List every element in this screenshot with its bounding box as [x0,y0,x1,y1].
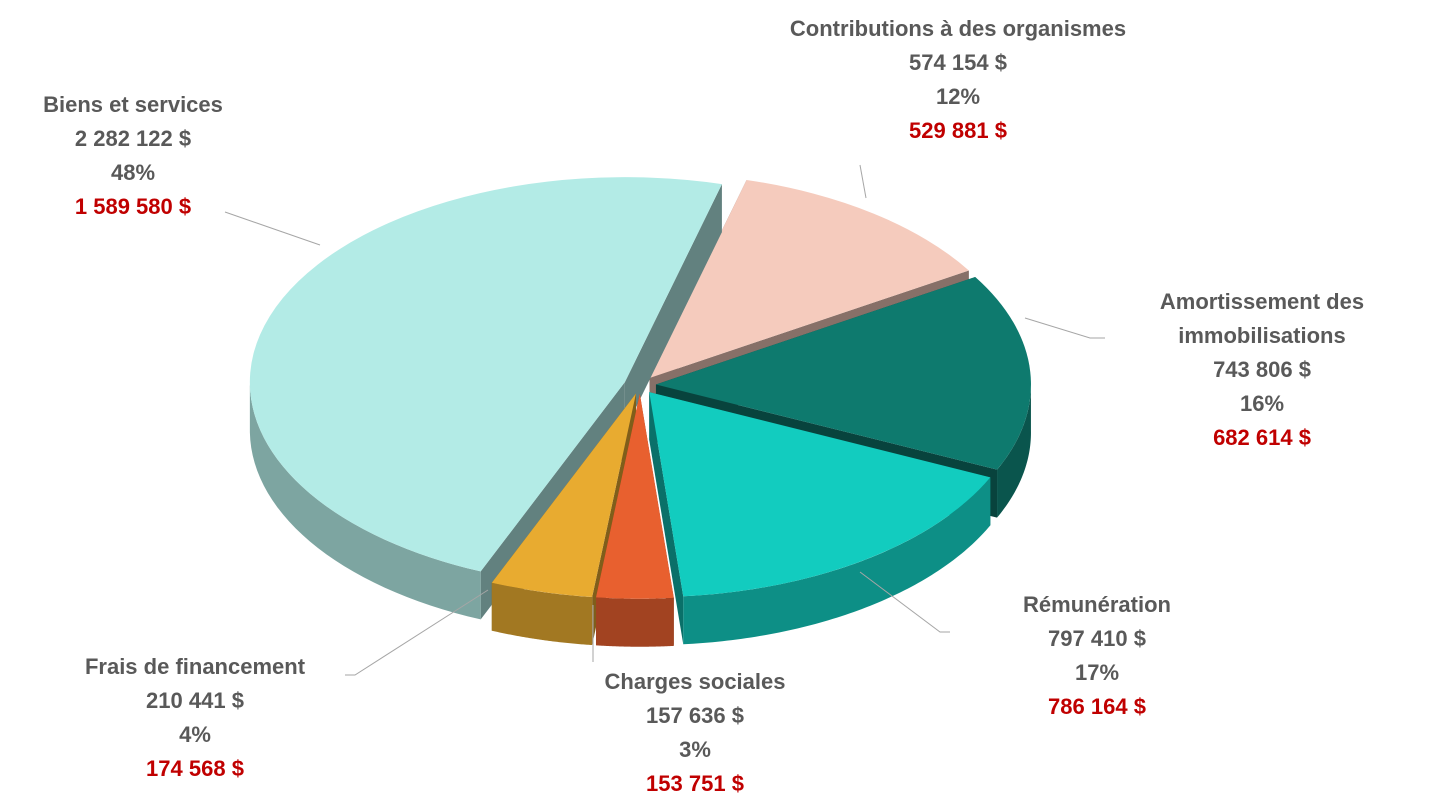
slice-side [491,582,593,646]
slice-cut-face [624,184,722,431]
percent-label: 48% [110,160,156,185]
slice [249,177,722,572]
previous-value-label: 1 589 580 $ [74,194,192,219]
percent-label: 12% [935,84,981,109]
slice-side [683,477,991,645]
data-label: Frais de financement 210 441 $ 4% 174 568 $ [85,650,305,786]
slice [655,276,1031,470]
data-label: Rémunération 797 410 $ 17% 786 164 $ [1023,588,1171,724]
slice-side [595,597,674,647]
previous-value-label: 682 614 $ [1213,425,1311,450]
percent-label: 4% [179,722,211,747]
previous-value-label: 153 751 $ [646,771,744,794]
slice [649,392,991,597]
slice [649,179,969,378]
value-label: 157 636 $ [646,703,744,728]
percent-label: 16% [1239,391,1285,416]
slice [595,393,674,599]
category-label: Charges sociales [604,669,786,694]
leader-line [345,589,489,676]
value-label: 2 282 122 $ [74,126,192,151]
leader-line [859,571,950,633]
slice [491,393,636,598]
category-label: Amortissement des immobilisations [1159,289,1365,348]
percent-label: 17% [1074,660,1120,685]
slice-side [997,381,1031,518]
category-label: Rémunération [1023,592,1171,617]
value-label: 574 154 $ [909,50,1007,75]
leader-line [224,211,321,246]
previous-value-label: 529 881 $ [909,118,1007,143]
category-label: Frais de financement [84,654,306,679]
category-label: Biens et services [43,92,223,117]
value-label: 210 441 $ [146,688,244,713]
pie [249,177,1031,647]
category-label: Contributions à des organismes [789,16,1127,41]
percent-label: 3% [679,737,711,762]
previous-value-label: 174 568 $ [146,756,244,781]
leader-line [859,164,867,199]
slice-side [249,384,481,620]
value-label: 797 410 $ [1048,626,1146,651]
data-label: Charges sociales 157 636 $ 3% 153 751 $ [605,665,786,794]
value-label: 743 806 $ [1213,357,1311,382]
data-label: Biens et services 2 282 122 $ 48% 1 589 580… [43,88,223,224]
slice-cut-face [649,392,684,645]
data-label: Amortissement des immobilisations 743 806… [1132,285,1392,455]
data-label: Contributions à des organismes 574 154 $ 1… [790,12,1126,148]
leader-line [1024,317,1105,339]
previous-value-label: 786 164 $ [1048,694,1146,719]
